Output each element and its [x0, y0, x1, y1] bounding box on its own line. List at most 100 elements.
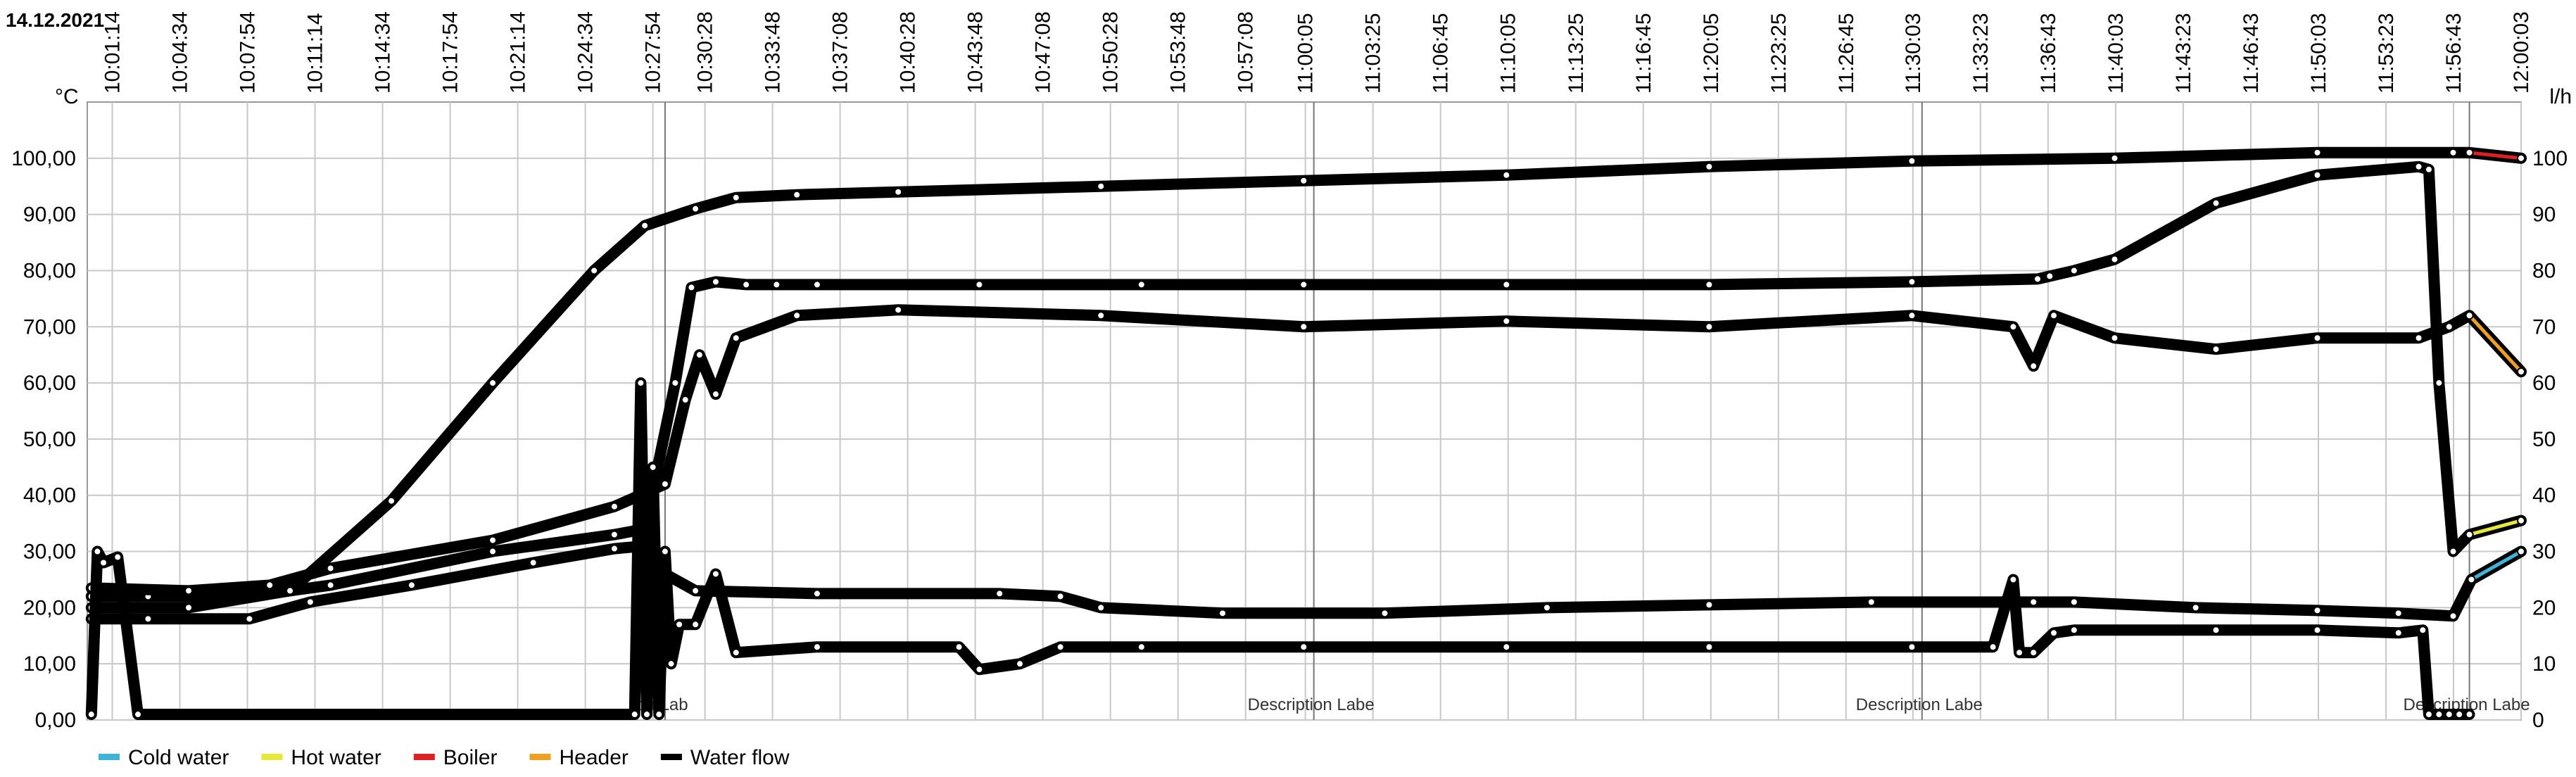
data-point — [2211, 626, 2221, 635]
series-lines — [85, 146, 2527, 720]
data-point — [2191, 603, 2200, 612]
data-point — [671, 379, 680, 388]
y-left-tick-label: 0,00 — [35, 709, 76, 732]
data-point — [2455, 710, 2464, 719]
series-boiler — [85, 146, 2527, 614]
data-point — [2313, 334, 2322, 343]
data-point — [2449, 547, 2458, 556]
data-point — [1056, 643, 1065, 652]
x-tick-label: 11:00:05 — [1294, 13, 1318, 94]
data-point — [2110, 255, 2119, 264]
data-point — [2424, 710, 2433, 719]
data-point — [488, 547, 498, 556]
data-point — [93, 547, 102, 556]
x-tick-label: 10:21:14 — [507, 11, 530, 94]
series-tail — [2468, 314, 2523, 373]
y-left-tick-label: 100,00 — [11, 147, 76, 170]
series-hot-water — [85, 160, 2527, 602]
series-track — [85, 304, 2527, 597]
data-point — [2069, 626, 2078, 635]
grid-lines — [87, 101, 2522, 721]
data-point — [1218, 609, 1227, 618]
data-point — [2467, 575, 2476, 584]
data-point — [772, 280, 781, 289]
data-point — [667, 659, 676, 669]
x-tick-label: 11:43:23 — [2172, 13, 2195, 94]
data-point — [2449, 148, 2458, 157]
data-point — [643, 710, 652, 719]
data-point — [894, 187, 903, 196]
data-point — [1907, 311, 1917, 320]
x-tick-label: 11:53:23 — [2375, 13, 2398, 94]
x-tick-label: 10:37:08 — [829, 11, 852, 94]
data-point — [387, 496, 396, 505]
data-point — [711, 569, 720, 579]
data-point — [660, 547, 669, 556]
legend: Cold water Hot water Boiler Header Water flo… — [99, 746, 790, 769]
data-point — [326, 564, 335, 573]
data-point — [2435, 379, 2444, 388]
data-point — [2414, 162, 2423, 171]
data-point — [636, 379, 645, 388]
data-point — [691, 204, 700, 213]
x-tick-label: 11:23:25 — [1767, 13, 1791, 94]
series-header — [85, 304, 2527, 597]
data-point — [2394, 628, 2403, 638]
data-point — [640, 221, 650, 230]
data-point — [245, 614, 254, 624]
y-left-tick-label: 10,00 — [23, 652, 76, 676]
y-left-tick-label: 30,00 — [23, 541, 76, 564]
y-left-tick-label: 40,00 — [23, 484, 76, 507]
data-point — [1705, 162, 1714, 171]
data-point — [1907, 156, 1917, 165]
legend-swatch — [413, 754, 435, 760]
x-tick-label: 11:06:45 — [1429, 13, 1453, 94]
data-point — [87, 710, 96, 719]
data-point — [2313, 148, 2322, 157]
data-point — [2110, 153, 2119, 163]
data-point — [1705, 280, 1714, 289]
y-left-tick-label: 60,00 — [23, 372, 76, 395]
data-point — [184, 586, 194, 595]
x-tick-label: 10:40:28 — [897, 11, 920, 94]
data-point — [529, 558, 538, 567]
data-point — [995, 589, 1004, 598]
data-point — [326, 581, 335, 590]
legend-swatch — [660, 754, 682, 760]
data-point — [1097, 603, 1106, 612]
data-point — [1380, 609, 1389, 618]
data-point — [675, 620, 684, 629]
data-point — [184, 603, 194, 612]
y-right-tick-label: 50 — [2532, 428, 2556, 451]
series-water-flow — [85, 377, 2475, 720]
series-track — [85, 160, 2527, 602]
data-point — [731, 648, 740, 657]
x-tick-label: 10:14:34 — [372, 11, 395, 94]
data-point — [610, 502, 619, 511]
data-point — [655, 710, 664, 719]
data-point — [711, 390, 720, 399]
data-point — [1907, 277, 1917, 286]
y-right-tick-label: 20 — [2532, 596, 2556, 619]
data-point — [2211, 198, 2221, 208]
data-point — [265, 581, 274, 590]
x-tick-label: 11:33:23 — [1969, 13, 1993, 94]
x-tick-label: 10:27:54 — [642, 11, 665, 94]
data-point — [305, 598, 315, 607]
description-label: Description Labe — [1856, 695, 1983, 714]
data-point — [488, 536, 498, 545]
data-point — [2033, 274, 2043, 284]
data-point — [1502, 280, 1511, 289]
data-point — [1299, 643, 1308, 652]
y-left-tick-label: 80,00 — [23, 259, 76, 282]
y-right-tick-label: 0 — [2532, 709, 2544, 732]
data-point — [793, 311, 802, 320]
series-tail — [2469, 151, 2522, 160]
y-left-tick-label: 50,00 — [23, 428, 76, 451]
data-point — [2313, 170, 2322, 179]
y-right-tick-label: 100 — [2532, 147, 2568, 170]
data-point — [2465, 530, 2474, 539]
data-point — [812, 589, 821, 598]
data-point — [954, 643, 964, 652]
